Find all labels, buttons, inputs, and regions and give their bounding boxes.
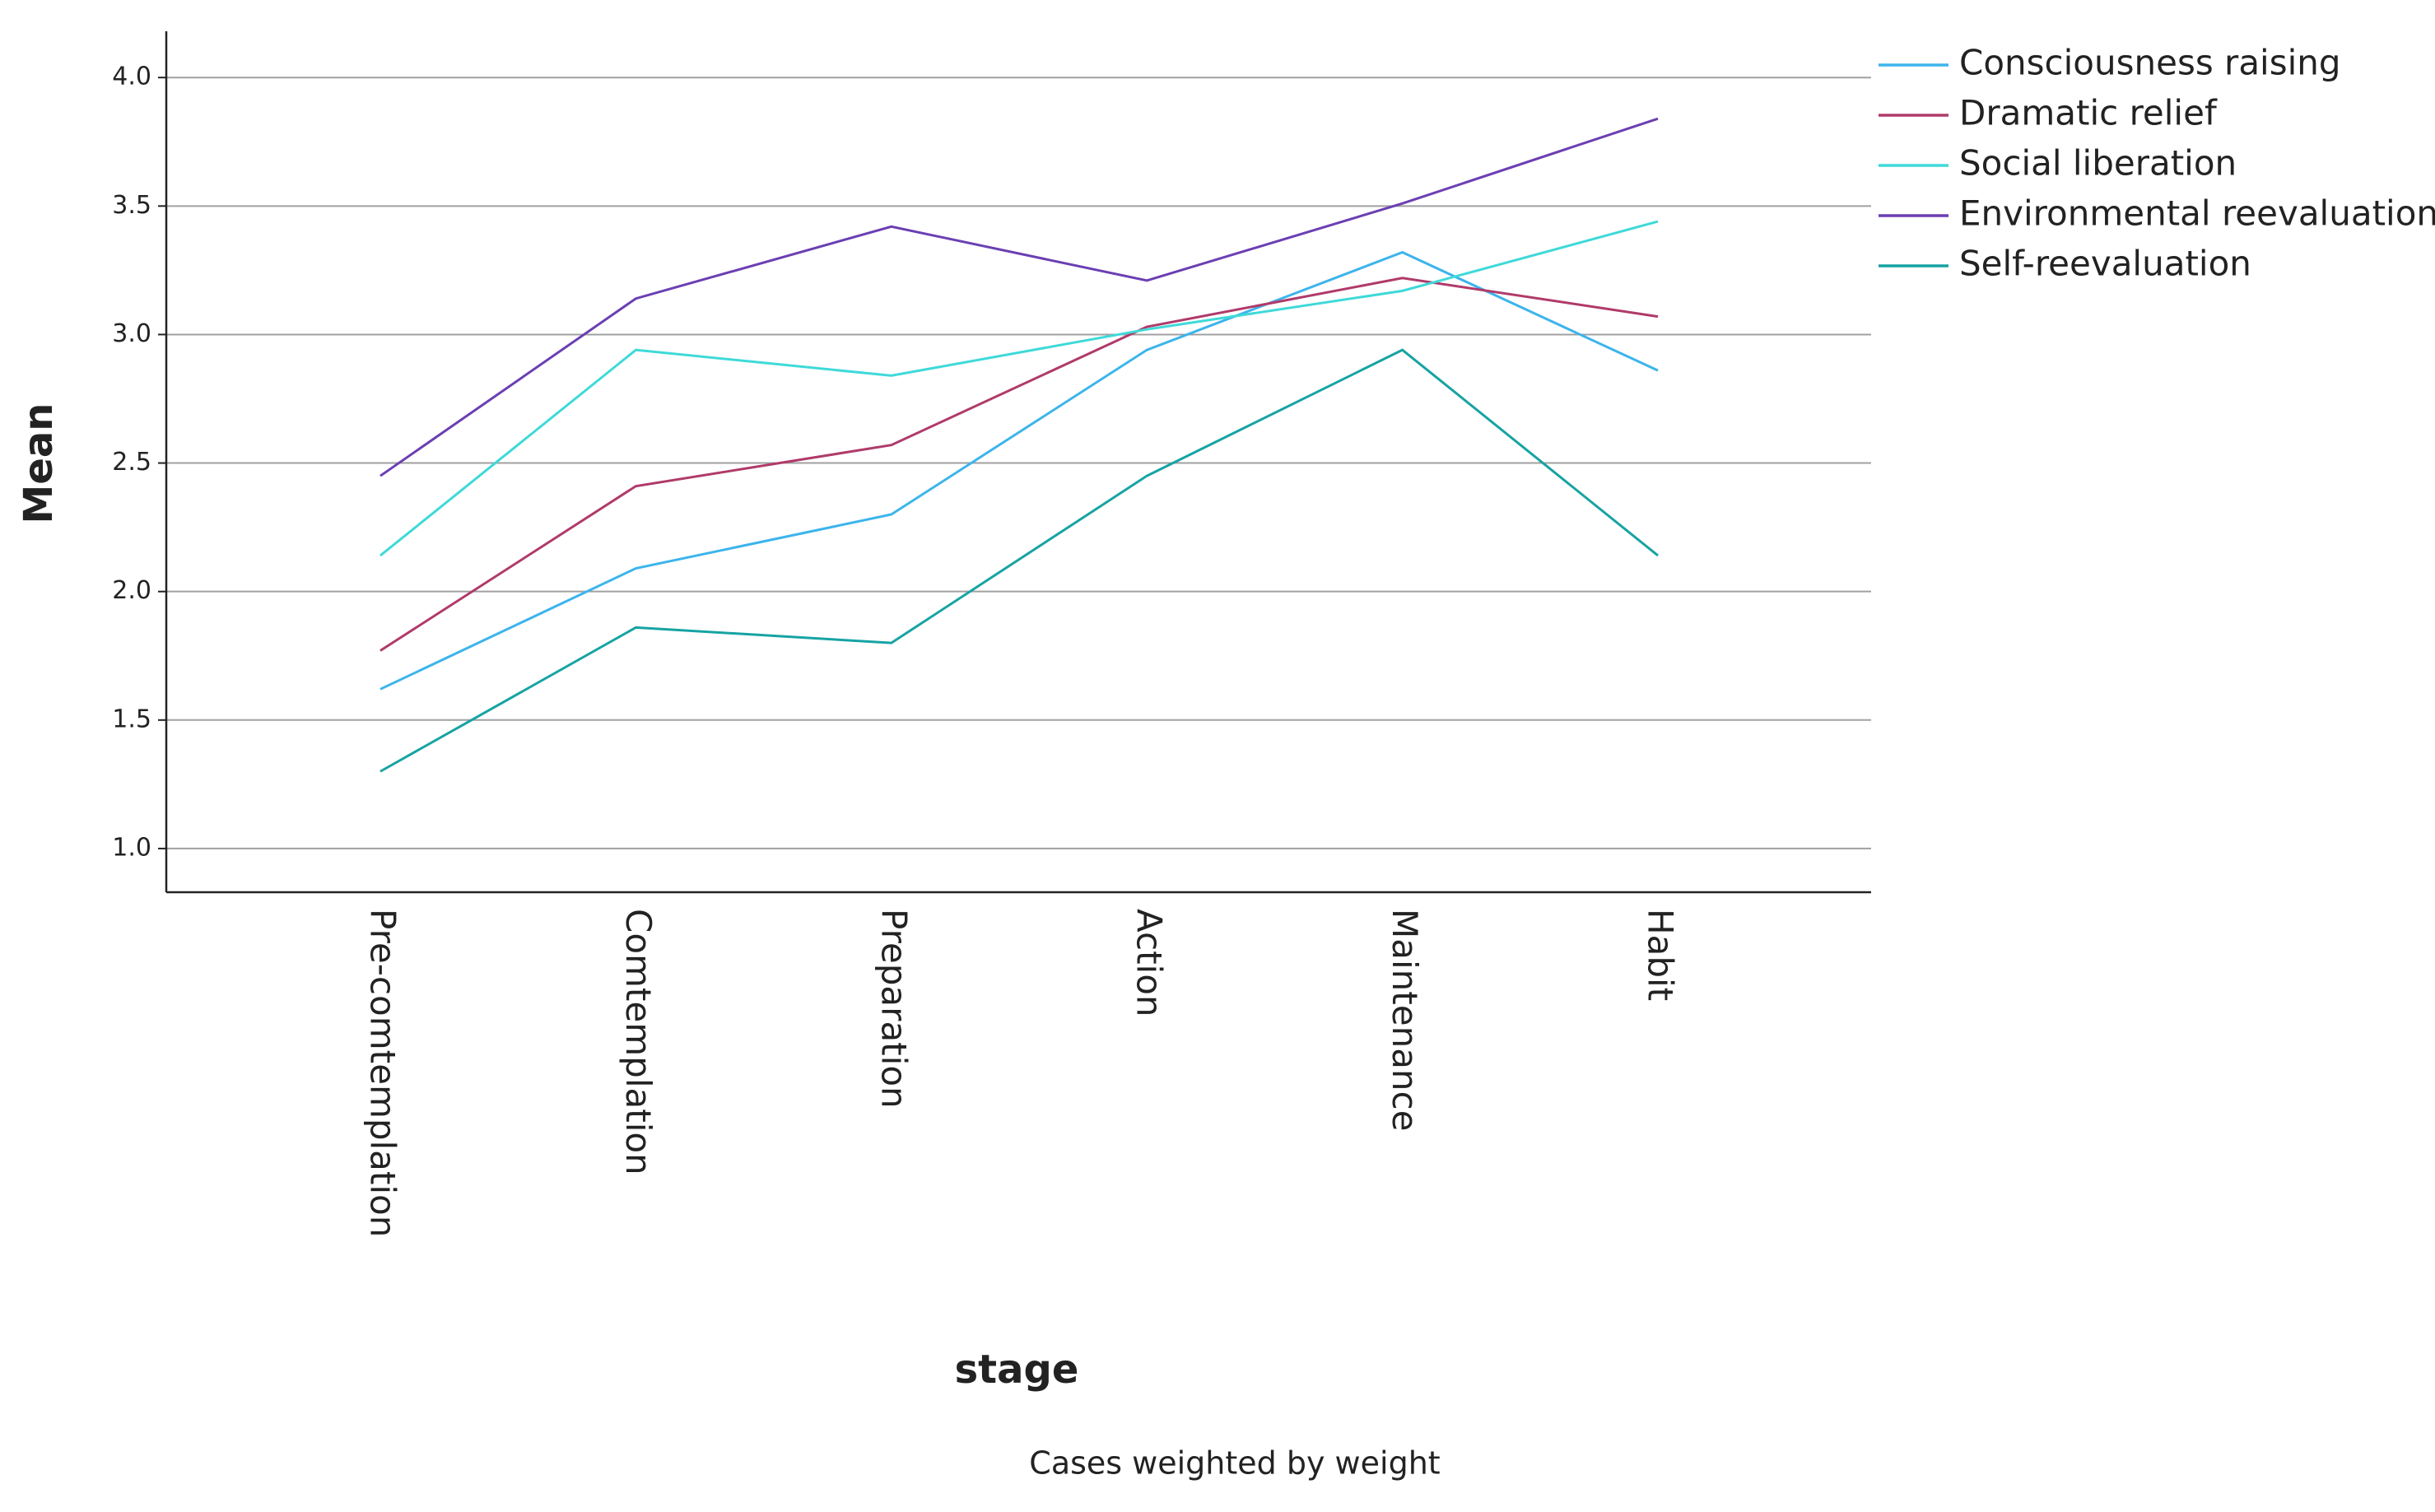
x-tick-label: Comtemplation — [618, 909, 659, 1175]
y-tick-label: 3.0 — [112, 319, 151, 348]
series-line — [379, 348, 1659, 773]
y-tick-label: 4.0 — [112, 63, 151, 91]
legend-label: Social liberation — [1959, 143, 2237, 184]
y-axis-title: Mean — [16, 403, 62, 524]
series-line — [379, 220, 1659, 557]
x-tick-label: Pre-comtemplation — [363, 909, 403, 1237]
legend-label: Environmental reevaluation — [1959, 193, 2435, 234]
y-tick-label: 2.0 — [112, 576, 151, 605]
legend-label: Dramatic relief — [1959, 93, 2218, 133]
x-tick-label: Action — [1129, 909, 1170, 1017]
series-line — [379, 277, 1659, 652]
legend-label: Self-reevaluation — [1959, 244, 2251, 284]
series-line — [379, 250, 1659, 691]
legend-label: Consciousness raising — [1959, 43, 2341, 83]
x-tick-label: Habit — [1641, 909, 1681, 1001]
x-tick-label: Preparation — [873, 909, 914, 1109]
y-tick-label: 1.5 — [112, 705, 151, 733]
series-line — [379, 117, 1659, 477]
y-tick-label: 1.0 — [112, 833, 151, 862]
y-tick-label: 2.5 — [112, 448, 151, 477]
y-tick-label: 3.5 — [112, 191, 151, 220]
footnote: Cases weighted by weight — [1029, 1445, 1440, 1482]
x-tick-label: Maintenance — [1385, 909, 1425, 1131]
x-axis-title: stage — [955, 1347, 1079, 1393]
